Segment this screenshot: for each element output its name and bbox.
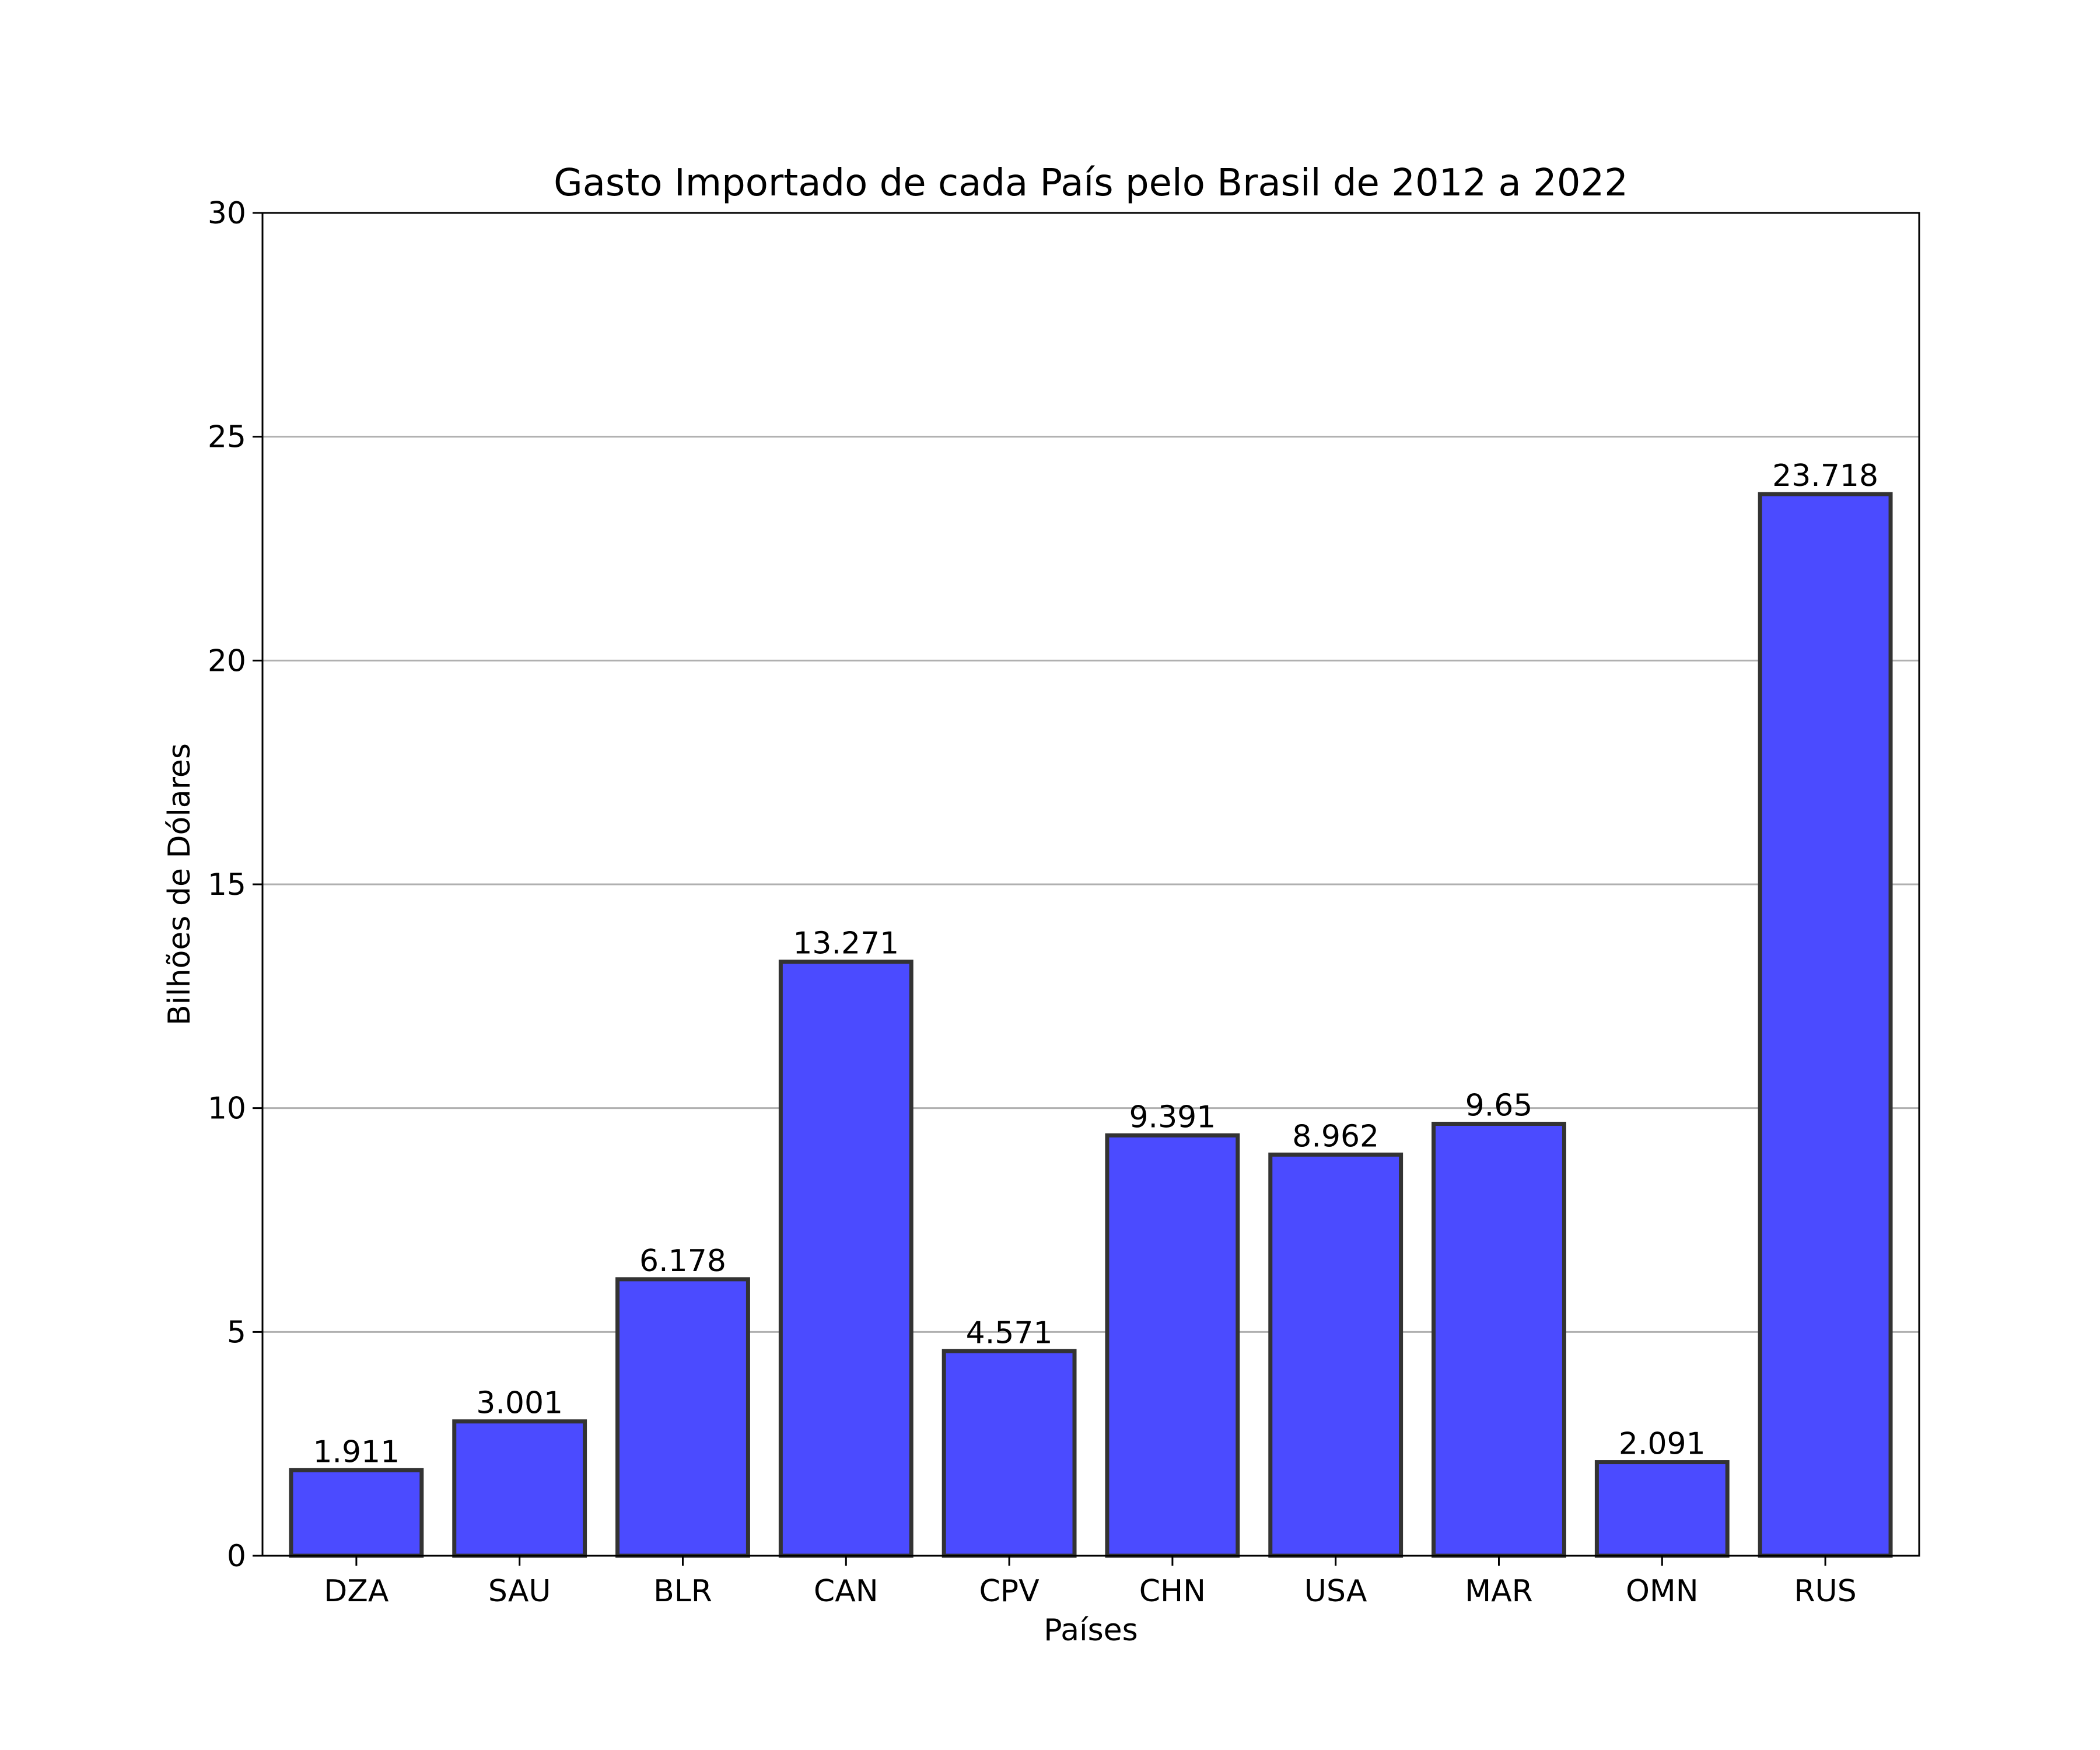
data-label-sau: 3.001 bbox=[476, 1386, 563, 1421]
bar-omn bbox=[1594, 1460, 1730, 1558]
bar-usa bbox=[1268, 1152, 1404, 1558]
bar-chn bbox=[1105, 1133, 1240, 1558]
y-tick-label: 10 bbox=[208, 1091, 246, 1126]
chart-title: Gasto Importado de cada País pelo Brasil… bbox=[554, 162, 1628, 205]
data-labels: 1.911 3.001 6.178 13.271 4.571 9.391 8.962 9.65… bbox=[313, 459, 1878, 1469]
data-label-blr: 6.178 bbox=[639, 1244, 726, 1279]
bar-mar bbox=[1432, 1122, 1566, 1558]
x-tick-label: CAN bbox=[814, 1574, 878, 1609]
data-label-dza: 1.911 bbox=[313, 1434, 400, 1469]
data-label-mar: 9.65 bbox=[1465, 1088, 1533, 1124]
data-label-can: 13.271 bbox=[793, 926, 899, 961]
bars bbox=[289, 492, 1893, 1558]
bar-rus bbox=[1758, 492, 1893, 1558]
x-tick-label: USA bbox=[1304, 1574, 1367, 1609]
data-label-omn: 2.091 bbox=[1619, 1427, 1706, 1462]
x-axis-ticks: DZA SAU BLR CAN CPV CHN USA MAR OMN RUS bbox=[324, 1556, 1857, 1609]
x-tick-label: CHN bbox=[1139, 1574, 1206, 1609]
bar-dza bbox=[289, 1468, 424, 1558]
data-label-usa: 8.962 bbox=[1292, 1119, 1379, 1154]
x-tick-label: CPV bbox=[979, 1574, 1040, 1609]
bar-sau bbox=[452, 1419, 587, 1558]
x-tick-label: OMN bbox=[1626, 1574, 1699, 1609]
bar-blr bbox=[615, 1277, 750, 1558]
x-tick-label: BLR bbox=[653, 1574, 712, 1609]
bar-can bbox=[778, 960, 914, 1558]
data-label-cpv: 4.571 bbox=[966, 1315, 1053, 1350]
x-tick-label: DZA bbox=[324, 1574, 389, 1609]
data-label-rus: 23.718 bbox=[1772, 459, 1878, 494]
y-axis-label: Bilhões de Dólares bbox=[162, 743, 197, 1026]
gridlines bbox=[262, 436, 1919, 1333]
y-tick-label: 20 bbox=[208, 643, 246, 678]
y-tick-label: 25 bbox=[208, 420, 246, 455]
bar-cpv bbox=[942, 1349, 1077, 1558]
x-tick-label: RUS bbox=[1794, 1574, 1857, 1609]
x-axis-label: Países bbox=[1044, 1613, 1138, 1648]
y-tick-label: 30 bbox=[208, 196, 246, 231]
y-tick-label: 15 bbox=[208, 867, 246, 902]
y-tick-label: 5 bbox=[227, 1315, 246, 1350]
y-tick-label: 0 bbox=[227, 1539, 246, 1574]
x-tick-label: SAU bbox=[488, 1574, 551, 1609]
y-axis-ticks: 0 5 10 15 20 25 30 bbox=[208, 196, 262, 1574]
x-tick-label: MAR bbox=[1465, 1574, 1533, 1609]
data-label-chn: 9.391 bbox=[1129, 1100, 1216, 1135]
